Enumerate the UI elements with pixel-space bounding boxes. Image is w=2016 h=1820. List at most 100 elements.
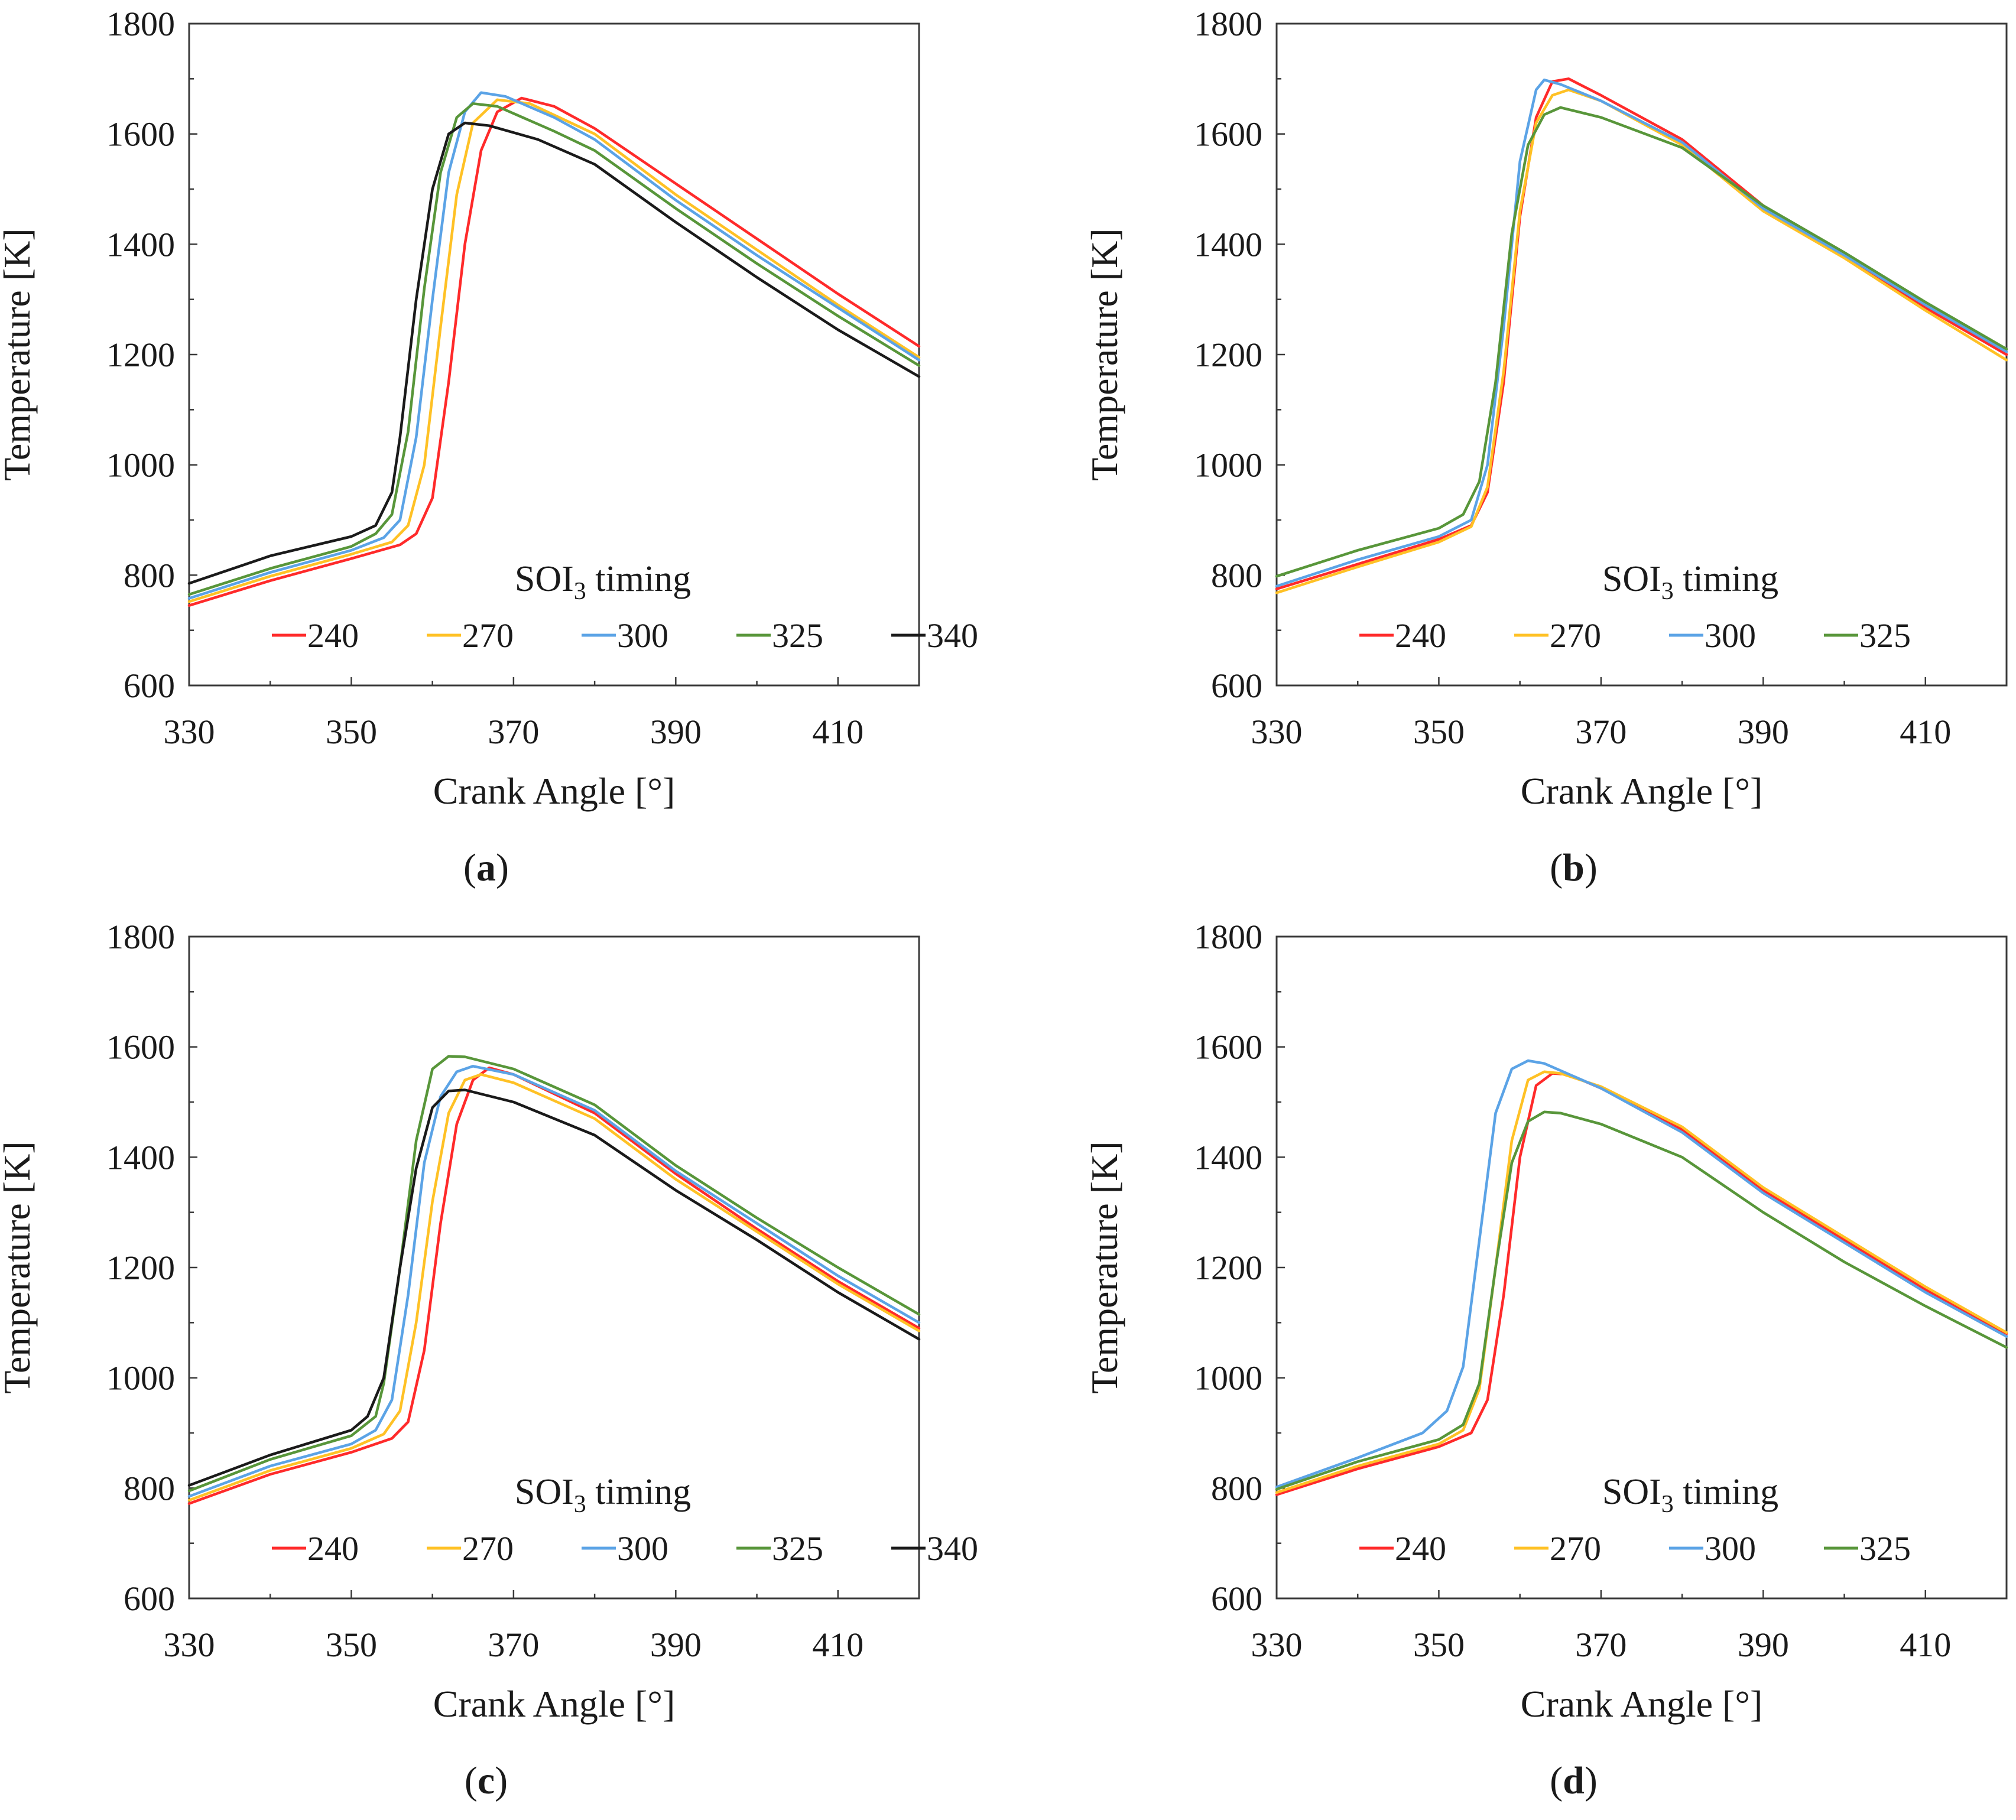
series-line-325 bbox=[1275, 1110, 2008, 1491]
legend-label-340: 340 bbox=[927, 616, 978, 655]
legend-title-rest: timing bbox=[1674, 1472, 1778, 1512]
legend-label-300: 300 bbox=[1705, 616, 1756, 655]
y-tick-label: 1000 bbox=[106, 446, 175, 485]
chart-panel-c: 600 800 1000 1200 1400 1600 1800 330 350 370 390 41… bbox=[0, 918, 978, 1802]
series-line-240 bbox=[187, 96, 921, 607]
x-tick-label: 370 bbox=[488, 713, 539, 751]
y-tick-label: 800 bbox=[1211, 556, 1262, 594]
y-tick-label: 1400 bbox=[106, 1138, 175, 1176]
caption-open: ( bbox=[1550, 846, 1563, 889]
caption-close: ) bbox=[1585, 1759, 1598, 1802]
legend-label-340: 340 bbox=[927, 1529, 978, 1568]
series-line-340 bbox=[187, 121, 921, 585]
legend-title-rest: timing bbox=[586, 559, 691, 599]
x-tick-label: 410 bbox=[1900, 713, 1951, 751]
caption-letter: a bbox=[476, 846, 496, 889]
series-line-325 bbox=[187, 1055, 921, 1493]
y-tick-label: 600 bbox=[1211, 1580, 1262, 1618]
legend-label-300: 300 bbox=[617, 1529, 668, 1568]
x-tick-label: 390 bbox=[1738, 1626, 1789, 1664]
caption-open: ( bbox=[1550, 1759, 1563, 1802]
legend-title-rest: timing bbox=[1674, 559, 1778, 599]
series-line-270 bbox=[1275, 88, 2008, 594]
y-tick-label: 1400 bbox=[1194, 1138, 1262, 1176]
x-tick-label: 350 bbox=[326, 713, 377, 751]
y-tick-label: 1000 bbox=[1194, 446, 1262, 485]
legend-label-240: 240 bbox=[1395, 1529, 1446, 1568]
legend-title-main: SOI bbox=[1602, 559, 1661, 599]
y-tick-label: 1600 bbox=[106, 1028, 175, 1067]
x-tick-label: 350 bbox=[1413, 1626, 1465, 1664]
x-axis-title: Crank Angle [°] bbox=[433, 770, 676, 812]
series-line-240 bbox=[187, 1066, 921, 1505]
legend-title: SOI3 timing bbox=[515, 559, 691, 605]
series-line-300 bbox=[1275, 1059, 2008, 1488]
x-axis-title: Crank Angle [°] bbox=[1521, 1683, 1763, 1725]
x-tick-label: 370 bbox=[1575, 1626, 1627, 1664]
series-line-240 bbox=[1275, 77, 2008, 590]
legend-label-300: 300 bbox=[617, 616, 668, 655]
caption-close: ) bbox=[496, 846, 509, 889]
y-tick-label: 800 bbox=[124, 1469, 175, 1507]
legend-label-240: 240 bbox=[1395, 616, 1446, 655]
chart-panel-a: 600 800 1000 1200 1400 1600 1800 330 350 370 390 41… bbox=[0, 5, 978, 889]
x-tick-label: 330 bbox=[164, 713, 215, 751]
series-line-325 bbox=[1275, 106, 2008, 578]
legend-title-subscript: 3 bbox=[574, 1491, 586, 1518]
x-tick-label: 410 bbox=[812, 1626, 863, 1664]
x-tick-label: 410 bbox=[1900, 1626, 1951, 1664]
y-axis-title: Temperature [K] bbox=[1083, 228, 1125, 480]
y-axis-title: Temperature [K] bbox=[1083, 1141, 1125, 1393]
x-tick-label: 370 bbox=[1575, 713, 1627, 751]
series-line-270 bbox=[1275, 1070, 2008, 1494]
x-tick-label: 370 bbox=[488, 1626, 539, 1664]
y-tick-label: 1800 bbox=[1194, 918, 1262, 956]
x-tick-label: 350 bbox=[326, 1626, 377, 1664]
caption-open: ( bbox=[463, 846, 476, 889]
y-tick-label: 600 bbox=[124, 667, 175, 705]
x-tick-label: 390 bbox=[650, 1626, 702, 1664]
legend-title: SOI3 timing bbox=[1602, 1472, 1778, 1518]
caption-close: ) bbox=[495, 1759, 508, 1802]
series-line-300 bbox=[1275, 78, 2008, 588]
caption-open: ( bbox=[465, 1759, 478, 1802]
legend-label-240: 240 bbox=[307, 1529, 359, 1568]
legend-title: SOI3 timing bbox=[515, 1472, 691, 1518]
panel-caption: (a) bbox=[463, 846, 509, 889]
y-tick-label: 1000 bbox=[1194, 1359, 1262, 1398]
series-line-325 bbox=[187, 102, 921, 596]
y-tick-label: 1200 bbox=[106, 1249, 175, 1287]
legend-title-subscript: 3 bbox=[1661, 1491, 1674, 1518]
y-tick-label: 1400 bbox=[1194, 225, 1262, 264]
y-tick-label: 600 bbox=[1211, 667, 1262, 705]
series-line-270 bbox=[187, 1073, 921, 1502]
panel-caption: (d) bbox=[1550, 1759, 1598, 1802]
legend-title-main: SOI bbox=[515, 559, 574, 599]
y-tick-label: 1200 bbox=[106, 336, 175, 374]
x-axis-title: Crank Angle [°] bbox=[433, 1683, 676, 1725]
legend-title-rest: timing bbox=[586, 1472, 691, 1512]
y-tick-label: 1800 bbox=[1194, 5, 1262, 43]
legend-title-subscript: 3 bbox=[574, 578, 586, 605]
y-tick-label: 800 bbox=[124, 556, 175, 594]
series-line-240 bbox=[1275, 1072, 2008, 1496]
caption-letter: d bbox=[1563, 1759, 1585, 1802]
y-tick-label: 1600 bbox=[106, 115, 175, 154]
x-axis-title: Crank Angle [°] bbox=[1521, 770, 1763, 812]
x-tick-label: 410 bbox=[812, 713, 863, 751]
legend-title-main: SOI bbox=[1602, 1472, 1661, 1512]
legend-label-270: 270 bbox=[1550, 616, 1601, 655]
y-axis-title: Temperature [K] bbox=[0, 228, 38, 480]
legend-label-270: 270 bbox=[462, 1529, 514, 1568]
y-tick-label: 600 bbox=[124, 1580, 175, 1618]
panel-caption: (b) bbox=[1550, 846, 1598, 889]
panel-caption: (c) bbox=[465, 1759, 508, 1802]
legend-label-240: 240 bbox=[307, 616, 359, 655]
x-tick-label: 390 bbox=[1738, 713, 1789, 751]
x-tick-label: 330 bbox=[1251, 1626, 1303, 1664]
x-tick-label: 350 bbox=[1413, 713, 1465, 751]
legend-label-270: 270 bbox=[1550, 1529, 1601, 1568]
series-line-270 bbox=[187, 98, 921, 603]
x-tick-label: 330 bbox=[164, 1626, 215, 1664]
